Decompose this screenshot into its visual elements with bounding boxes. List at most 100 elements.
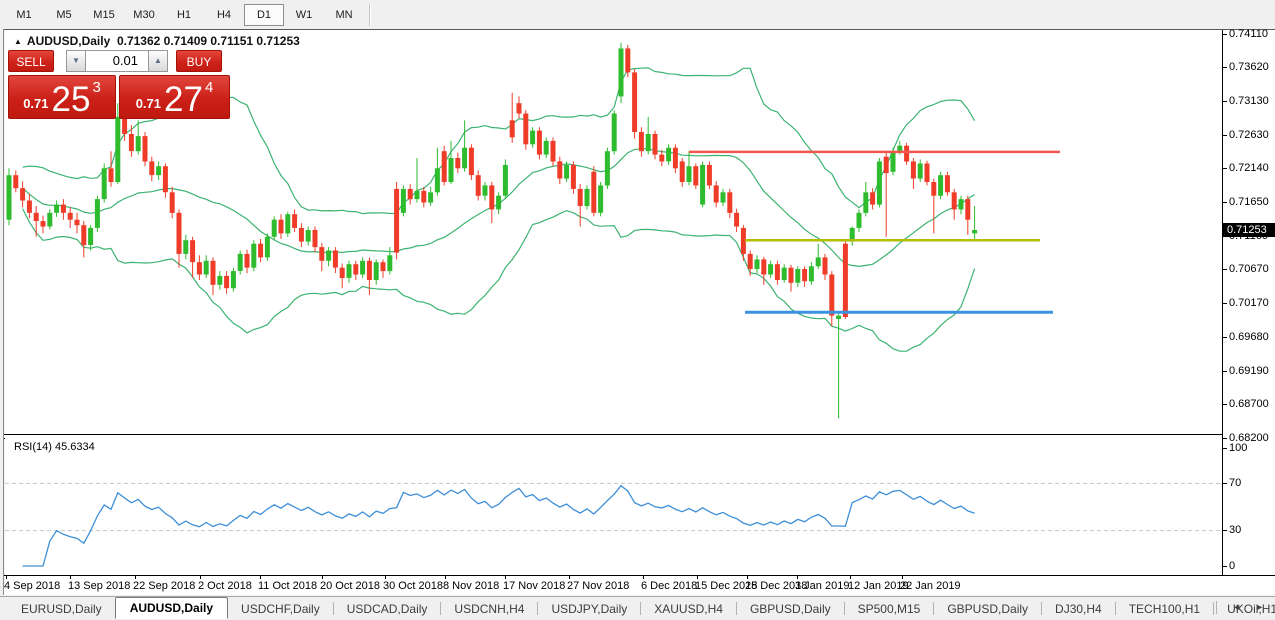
tab-separator (440, 602, 442, 615)
candle-body (836, 315, 842, 319)
axis-tick (1223, 33, 1227, 35)
candle-body (890, 151, 896, 172)
chart-tab-audusd-daily[interactable]: AUDUSD,Daily (114, 596, 229, 619)
price-axis[interactable]: 0.74110 0.73620 0.73130 0.72630 0.72140 0.716… (1223, 28, 1275, 575)
date-axis-tick (902, 576, 903, 579)
date-axis-label: 6 Dec 2018 (641, 580, 698, 592)
price-chart-pane[interactable]: ▲ AUDUSD,Daily 0.71362 0.71409 0.71151 0.… (5, 30, 1222, 434)
candle-body (115, 116, 121, 182)
candle-body (808, 266, 814, 282)
candle-body (679, 161, 685, 182)
date-axis-tick (697, 576, 698, 579)
date-axis-label: 25 Dec 2018 (745, 580, 808, 592)
chart-tab-dj30-h4[interactable]: DJ30,H4 (1055, 601, 1102, 616)
timeframe-button-d1[interactable]: D1 (244, 3, 284, 26)
rsi-axis-label: 100 (1223, 442, 1247, 454)
price-axis-label: 0.71650 (1223, 196, 1269, 208)
chart-tab-tech100-h1[interactable]: TECH100,H1 (1128, 601, 1201, 616)
chart-tab-xauusd-h4[interactable]: XAUUSD,H4 (654, 601, 723, 616)
date-axis[interactable]: 4 Sep 2018 13 Sep 2018 22 Sep 2018 2 Oct 20… (4, 576, 1275, 595)
date-axis-label: 17 Nov 2018 (503, 580, 566, 592)
candle-body (849, 227, 855, 242)
candle-body (6, 175, 12, 220)
chart-marker-icon: ▲ (14, 37, 22, 46)
candle-body (931, 182, 937, 196)
rsi-chart-canvas[interactable] (5, 438, 1222, 575)
candle-body (203, 260, 209, 275)
date-axis-tick (569, 576, 570, 579)
buy-quote-button[interactable]: 0.71 27 4 (119, 75, 230, 119)
candle-body (693, 166, 699, 186)
axis-tick (1223, 530, 1227, 532)
candle-body (781, 267, 787, 280)
axis-tick (1223, 303, 1227, 305)
candle-body (611, 113, 617, 152)
candle-body (502, 164, 508, 196)
chart-tab-gbpusd-daily[interactable]: GBPUSD,Daily (749, 601, 831, 616)
candle-body (951, 192, 957, 210)
candle-body (870, 192, 876, 205)
tab-scroll-right-button[interactable]: ► (1248, 600, 1271, 614)
candle-body (122, 116, 128, 134)
price-axis-label: 0.73620 (1223, 61, 1269, 73)
candle-body (523, 113, 529, 145)
candle-body (625, 48, 631, 73)
price-chart-canvas[interactable] (5, 30, 1222, 434)
timeframe-button-m30[interactable]: M30 (133, 8, 155, 21)
chart-tab-eurusd-daily[interactable]: EURUSD,Daily (21, 601, 102, 616)
chart-tab-usdchf-daily[interactable]: USDCHF,Daily (241, 601, 320, 616)
volume-input[interactable] (86, 49, 148, 72)
price-axis-label: 0.74110 (1223, 28, 1268, 40)
candle-body (326, 250, 332, 261)
timeframe-button-mn[interactable]: MN (335, 8, 353, 21)
tab-separator (1213, 602, 1215, 615)
axis-tick (1223, 438, 1227, 440)
tab-scroll-left-button[interactable]: ◄ (1225, 600, 1248, 614)
candle-body (856, 212, 862, 228)
axis-tick (1223, 565, 1227, 567)
candle-body (910, 161, 916, 179)
candle-body (33, 212, 39, 221)
axis-tick (1223, 337, 1227, 339)
candle-body (761, 259, 767, 275)
volume-increase-button[interactable]: ▲ (148, 49, 168, 72)
timeframe-button-m1[interactable]: M1 (16, 8, 32, 21)
rsi-axis-label: 30 (1223, 524, 1241, 536)
chart-tab-sp500-m15[interactable]: SP500,M15 (857, 601, 921, 616)
candle-body (305, 230, 311, 242)
candle-body (734, 212, 740, 227)
date-axis-tick (445, 576, 446, 579)
timeframe-button-m15[interactable]: M15 (93, 8, 115, 21)
date-axis-tick (643, 576, 644, 579)
chart-tab-ukoil-h1[interactable]: UKOil,H1 (1227, 601, 1275, 616)
chart-tab-usdjpy-daily[interactable]: USDJPY,Daily (551, 601, 628, 616)
timeframe-button-h1[interactable]: H1 (176, 8, 192, 21)
timeframe-button-m5[interactable]: M5 (56, 8, 72, 21)
rsi-indicator-pane[interactable]: RSI(14) 45.6334 (5, 438, 1222, 575)
sell-quote-button[interactable]: 0.71 25 3 (8, 75, 116, 119)
one-click-trading-panel: SELL ▼ ▲ BUY 0.71 25 3 0.71 27 4 (8, 49, 232, 119)
sell-button[interactable]: SELL (8, 49, 54, 72)
candle-body (47, 212, 53, 227)
timeframe-button-h4[interactable]: H4 (216, 8, 232, 21)
chart-tab-usdcnh-h4[interactable]: USDCNH,H4 (454, 601, 525, 616)
chart-top-border (4, 29, 1275, 30)
candle-body (530, 130, 536, 145)
candle-body (81, 225, 87, 246)
candle-body (169, 192, 175, 213)
timeframe-button-w1[interactable]: W1 (295, 8, 313, 21)
candle-body (509, 120, 515, 138)
candle-body (652, 134, 658, 155)
candle-body (496, 195, 502, 210)
candle-body (883, 156, 889, 174)
candle-body (13, 175, 19, 189)
candle-body (407, 188, 413, 200)
candle-body (482, 185, 488, 196)
chart-tab-gbpusd-daily[interactable]: GBPUSD,Daily (947, 601, 1029, 616)
candle-body (938, 175, 944, 196)
buy-button[interactable]: BUY (176, 49, 222, 72)
volume-decrease-button[interactable]: ▼ (66, 49, 86, 72)
candle-body (768, 264, 774, 275)
candle-body (863, 192, 869, 213)
chart-tab-usdcad-daily[interactable]: USDCAD,Daily (346, 601, 428, 616)
